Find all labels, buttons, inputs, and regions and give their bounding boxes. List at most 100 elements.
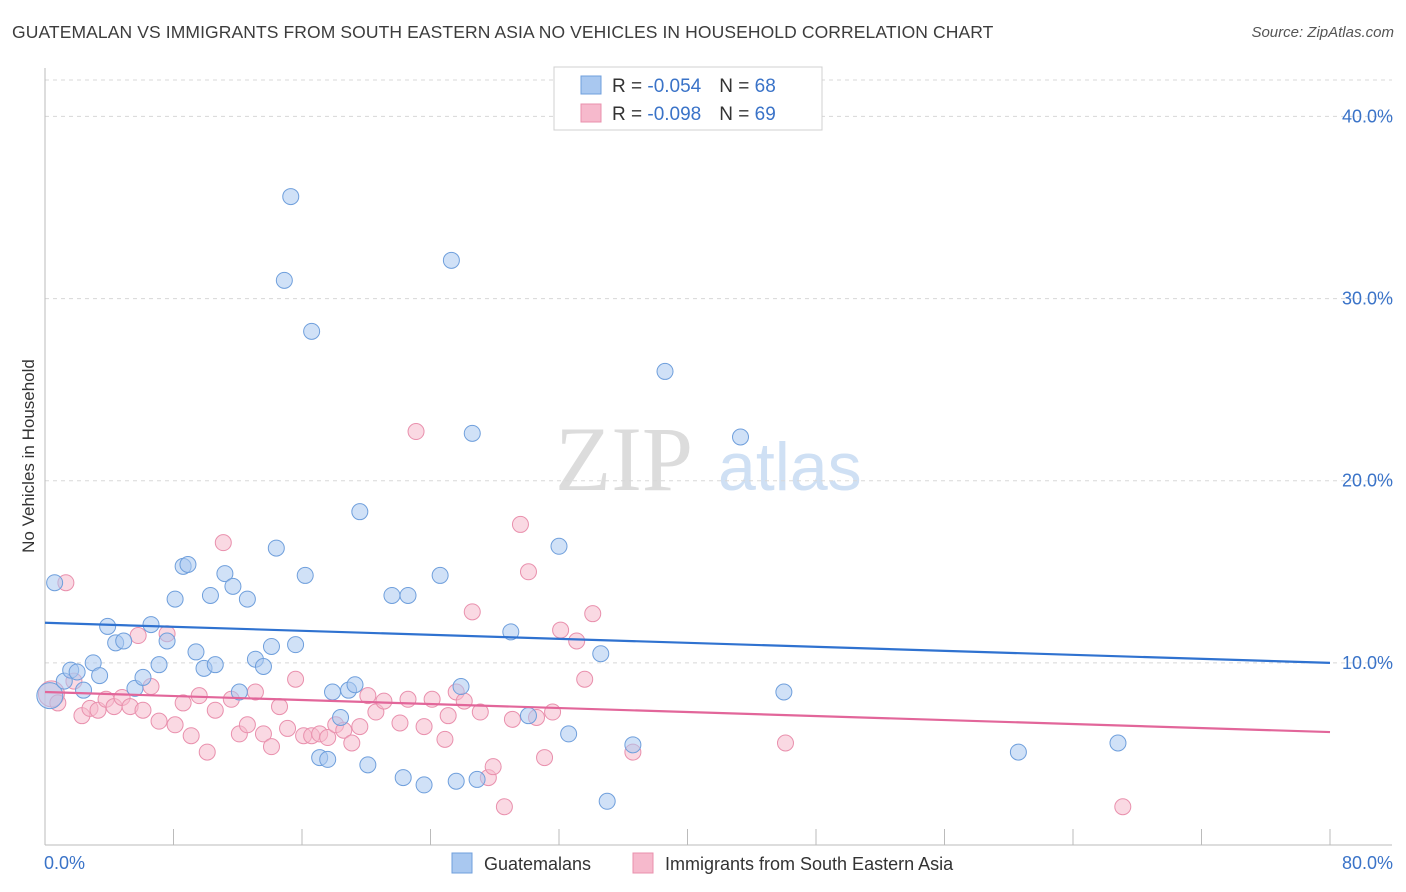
- point-guatemalans: [115, 632, 133, 650]
- point-guatemalans: [394, 769, 412, 787]
- point-immigrants: [134, 701, 152, 719]
- source-note: Source: ZipAtlas.com: [1251, 24, 1394, 41]
- point-guatemalans: [68, 663, 86, 681]
- point-guatemalans: [179, 556, 197, 573]
- point-guatemalans: [158, 632, 176, 650]
- point-immigrants: [439, 707, 457, 725]
- legend-swatch-pink: [580, 103, 602, 123]
- y-tick-label: 10.0%: [1342, 653, 1393, 673]
- point-immigrants: [552, 621, 570, 639]
- point-guatemalans: [447, 772, 465, 790]
- point-guatemalans: [431, 566, 449, 584]
- point-guatemalans: [303, 322, 321, 340]
- point-immigrants: [262, 738, 280, 756]
- point-guatemalans: [332, 709, 350, 726]
- point-guatemalans: [775, 683, 793, 701]
- point-immigrants: [495, 798, 513, 816]
- point-guatemalans: [442, 251, 460, 269]
- point-guatemalans: [359, 756, 377, 774]
- point-guatemalans: [319, 750, 337, 768]
- bottom-legend-swatch-guatemalans: [451, 852, 473, 874]
- point-guatemalans: [166, 590, 184, 608]
- point-immigrants: [279, 719, 297, 737]
- point-immigrants: [182, 727, 200, 745]
- point-guatemalans: [46, 574, 64, 592]
- point-guatemalans: [287, 636, 305, 654]
- point-immigrants: [484, 758, 502, 776]
- point-immigrants: [254, 725, 272, 743]
- point-immigrants: [150, 712, 168, 730]
- point-immigrants: [584, 605, 602, 623]
- point-guatemalans: [75, 681, 93, 699]
- trend-line-immigrants: [44, 690, 1331, 734]
- point-immigrants: [174, 694, 192, 712]
- point-immigrants: [471, 703, 489, 721]
- point-guatemalans: [732, 428, 750, 446]
- point-immigrants: [415, 718, 433, 736]
- point-guatemalans: [324, 683, 342, 701]
- point-immigrants: [238, 716, 256, 734]
- point-guatemalans: [36, 682, 64, 710]
- point-immigrants: [166, 716, 184, 734]
- point-guatemalans: [262, 637, 280, 655]
- point-immigrants: [287, 670, 305, 688]
- point-immigrants: [568, 632, 586, 650]
- bottom-legend-label-immigrants: Immigrants from South Eastern Asia: [665, 854, 954, 874]
- point-guatemalans: [216, 565, 234, 583]
- legend-row-2: R = -0.098 N = 69: [612, 104, 776, 125]
- point-guatemalans: [656, 362, 674, 380]
- point-guatemalans: [468, 770, 486, 788]
- point-immigrants: [776, 734, 794, 752]
- point-guatemalans: [452, 678, 470, 696]
- legend-row-1: R = -0.054 N = 68: [612, 76, 776, 97]
- point-guatemalans: [206, 656, 224, 674]
- point-guatemalans: [399, 586, 417, 604]
- y-tick-label: 30.0%: [1342, 289, 1393, 309]
- point-immigrants: [576, 670, 594, 688]
- point-guatemalans: [282, 188, 300, 206]
- point-guatemalans: [91, 667, 109, 685]
- bottom-legend-label-guatemalans: Guatemalans: [484, 854, 591, 874]
- point-immigrants: [359, 687, 377, 705]
- y-tick-label: 40.0%: [1342, 106, 1393, 126]
- point-guatemalans: [351, 503, 369, 521]
- series-guatemalans-points: [36, 188, 1127, 810]
- point-guatemalans: [187, 643, 205, 661]
- legend-swatch-blue: [580, 75, 602, 95]
- point-immigrants: [375, 692, 393, 710]
- point-guatemalans: [267, 539, 285, 557]
- point-immigrants: [519, 563, 537, 581]
- watermark-zip: ZIP: [555, 408, 693, 510]
- point-guatemalans: [1009, 743, 1027, 761]
- point-immigrants: [455, 692, 473, 710]
- axes: [44, 68, 1392, 846]
- point-guatemalans: [502, 623, 520, 641]
- point-immigrants: [436, 730, 454, 748]
- bottom-legend-swatch-immigrants: [632, 852, 654, 874]
- point-immigrants: [1114, 798, 1132, 816]
- point-guatemalans: [275, 271, 293, 289]
- point-immigrants: [503, 710, 521, 728]
- point-immigrants: [463, 603, 481, 621]
- point-immigrants: [129, 627, 147, 645]
- point-immigrants: [511, 515, 529, 533]
- point-immigrants: [399, 690, 417, 708]
- point-immigrants: [271, 698, 289, 716]
- point-guatemalans: [238, 590, 256, 608]
- point-guatemalans: [150, 656, 168, 674]
- point-guatemalans: [598, 792, 616, 810]
- point-guatemalans: [592, 645, 610, 663]
- y-axis-label: No Vehicles in Household: [19, 359, 38, 553]
- point-guatemalans: [201, 586, 219, 604]
- trend-lines: [44, 621, 1331, 734]
- point-guatemalans: [383, 586, 401, 604]
- point-guatemalans: [346, 676, 364, 694]
- point-guatemalans: [415, 776, 433, 794]
- correlation-legend: R = -0.054 N = 68 R = -0.098 N = 69: [553, 66, 823, 131]
- point-guatemalans: [1109, 734, 1127, 752]
- point-guatemalans: [230, 683, 248, 701]
- chart-title: GUATEMALAN VS IMMIGRANTS FROM SOUTH EAST…: [12, 22, 994, 42]
- point-immigrants: [407, 423, 425, 441]
- point-immigrants: [319, 729, 337, 747]
- point-immigrants: [544, 703, 562, 721]
